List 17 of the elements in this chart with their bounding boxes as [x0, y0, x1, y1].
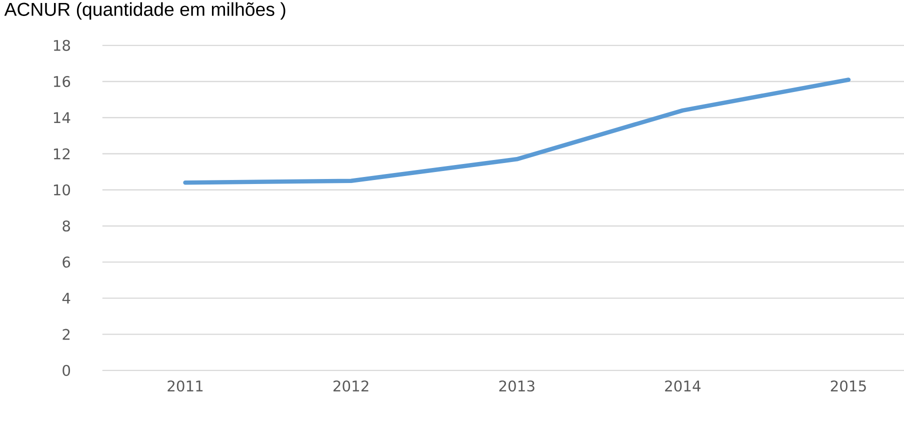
y-tick-label: 0: [62, 364, 70, 376]
y-tick-label: 10: [54, 184, 70, 196]
y-tick-label: 14: [54, 112, 70, 123]
y-tick-label: 4: [62, 292, 70, 304]
y-tick-label: 8: [62, 220, 70, 232]
y-tick-label: 12: [54, 148, 70, 160]
x-tick-label: 2013: [499, 380, 534, 392]
y-tick-label: 16: [54, 76, 70, 88]
y-tick-label: 18: [54, 40, 70, 51]
x-tick-label: 2012: [333, 380, 368, 392]
x-tick-label: 2011: [168, 380, 203, 392]
x-tick-label: 2015: [830, 380, 866, 392]
chart-title: ACNUR (quantidade em milhões ): [4, 2, 286, 20]
x-tick-label: 2014: [665, 380, 701, 392]
y-tick-label: 2: [62, 328, 70, 340]
y-tick-label: 6: [62, 256, 70, 268]
line-series: [183, 78, 851, 185]
